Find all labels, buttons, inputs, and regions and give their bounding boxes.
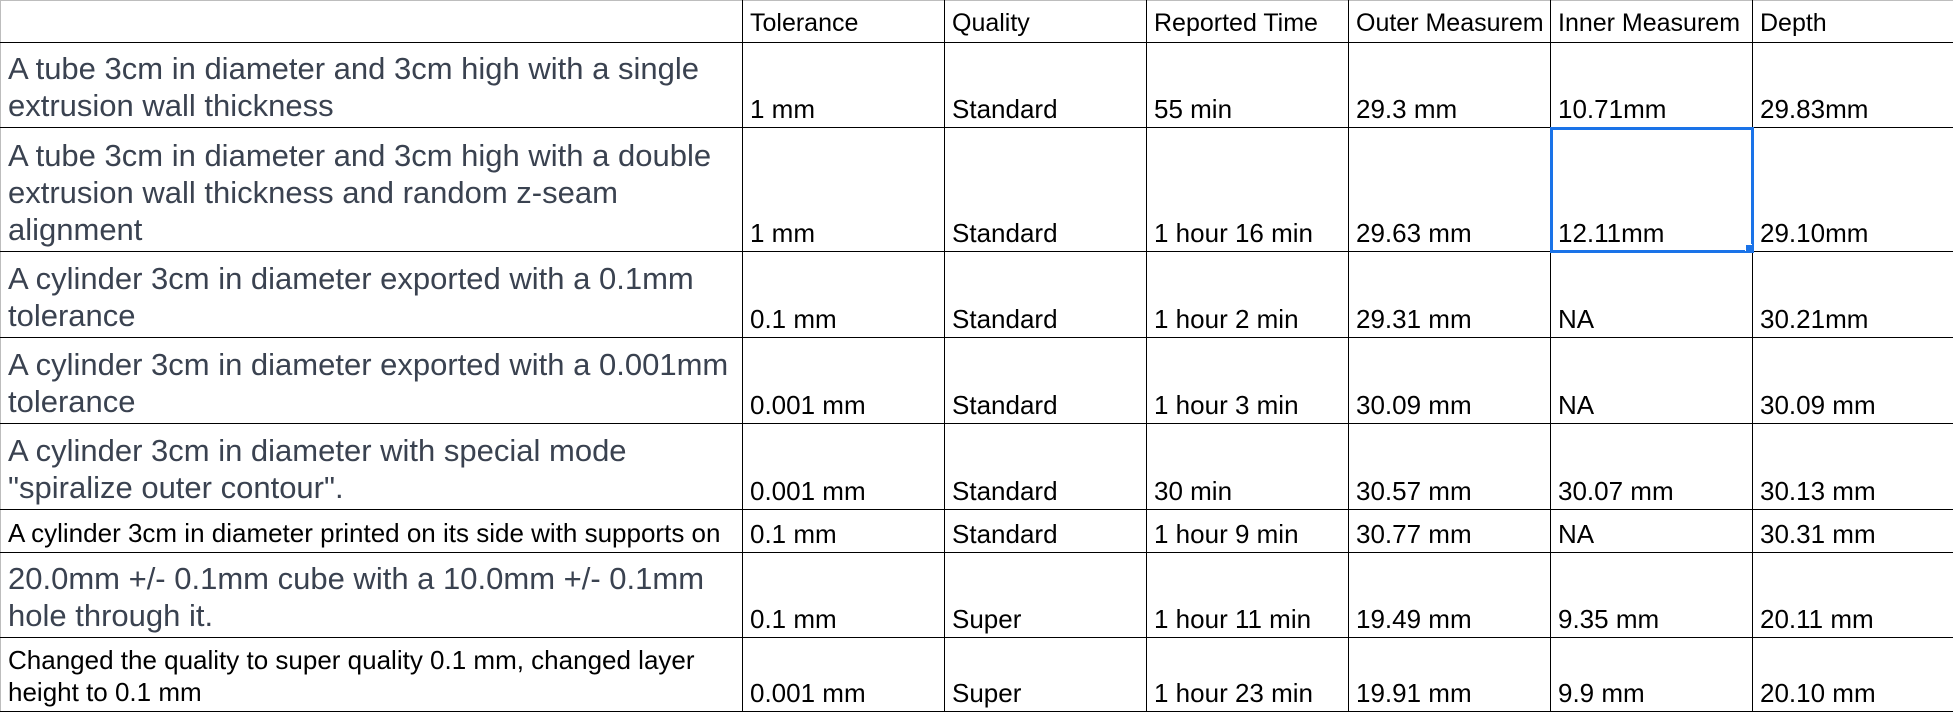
depth-cell[interactable]: 30.21mm bbox=[1752, 251, 1953, 338]
reported-time-cell[interactable]: 30 min bbox=[1146, 423, 1349, 510]
inner-measurement-cell[interactable]: 9.35 mm bbox=[1550, 552, 1753, 638]
inner-measurement-cell[interactable]: NA bbox=[1550, 337, 1753, 424]
table-row: A cylinder 3cm in diameter exported with… bbox=[0, 337, 1953, 424]
quality-cell[interactable]: Standard bbox=[944, 251, 1147, 338]
outer-measurement-cell[interactable]: 29.3 mm bbox=[1348, 42, 1551, 128]
tolerance-cell[interactable]: 0.001 mm bbox=[742, 637, 945, 712]
tolerance-cell[interactable]: 1 mm bbox=[742, 127, 945, 252]
description-cell[interactable]: A cylinder 3cm in diameter with special … bbox=[0, 423, 743, 510]
description-cell[interactable]: A cylinder 3cm in diameter exported with… bbox=[0, 337, 743, 424]
description-cell[interactable]: A tube 3cm in diameter and 3cm high with… bbox=[0, 42, 743, 128]
depth-cell[interactable]: 20.11 mm bbox=[1752, 552, 1953, 638]
inner-measurement-cell-selected[interactable]: 12.11mm bbox=[1549, 126, 1754, 253]
description-cell[interactable]: A cylinder 3cm in diameter printed on it… bbox=[0, 509, 743, 553]
outer-measurement-cell[interactable]: 30.77 mm bbox=[1348, 509, 1551, 553]
table-row: 20.0mm +/- 0.1mm cube with a 10.0mm +/- … bbox=[0, 552, 1953, 638]
tolerance-cell[interactable]: 0.001 mm bbox=[742, 423, 945, 510]
description-cell[interactable]: A cylinder 3cm in diameter exported with… bbox=[0, 251, 743, 338]
quality-cell[interactable]: Standard bbox=[944, 509, 1147, 553]
reported-time-cell[interactable]: 1 hour 9 min bbox=[1146, 509, 1349, 553]
inner-measurement-cell[interactable]: 30.07 mm bbox=[1550, 423, 1753, 510]
tolerance-cell[interactable]: 0.1 mm bbox=[742, 552, 945, 638]
outer-measurement-cell[interactable]: 19.91 mm bbox=[1348, 637, 1551, 712]
quality-cell[interactable]: Super bbox=[944, 552, 1147, 638]
header-cell-depth[interactable]: Depth bbox=[1752, 0, 1953, 43]
outer-measurement-cell[interactable]: 29.63 mm bbox=[1348, 127, 1551, 252]
inner-measurement-cell[interactable]: NA bbox=[1550, 251, 1753, 338]
fill-handle[interactable] bbox=[1745, 244, 1752, 251]
quality-cell[interactable]: Standard bbox=[944, 337, 1147, 424]
outer-measurement-cell[interactable]: 30.57 mm bbox=[1348, 423, 1551, 510]
tolerance-cell[interactable]: 0.001 mm bbox=[742, 337, 945, 424]
quality-cell[interactable]: Super bbox=[944, 637, 1147, 712]
reported-time-cell[interactable]: 1 hour 2 min bbox=[1146, 251, 1349, 338]
header-cell-description[interactable] bbox=[0, 0, 743, 43]
depth-cell[interactable]: 29.10mm bbox=[1752, 127, 1953, 252]
header-cell-reported-time[interactable]: Reported Time bbox=[1146, 0, 1349, 43]
reported-time-cell[interactable]: 55 min bbox=[1146, 42, 1349, 128]
quality-cell[interactable]: Standard bbox=[944, 127, 1147, 252]
quality-cell[interactable]: Standard bbox=[944, 42, 1147, 128]
tolerance-cell[interactable]: 0.1 mm bbox=[742, 509, 945, 553]
quality-cell[interactable]: Standard bbox=[944, 423, 1147, 510]
reported-time-cell[interactable]: 1 hour 16 min bbox=[1146, 127, 1349, 252]
table-row: A cylinder 3cm in diameter exported with… bbox=[0, 251, 1953, 338]
description-cell[interactable]: A tube 3cm in diameter and 3cm high with… bbox=[0, 127, 743, 252]
table-row: A tube 3cm in diameter and 3cm high with… bbox=[0, 42, 1953, 128]
table-row: Changed the quality to super quality 0.1… bbox=[0, 637, 1953, 712]
reported-time-cell[interactable]: 1 hour 11 min bbox=[1146, 552, 1349, 638]
description-cell[interactable]: 20.0mm +/- 0.1mm cube with a 10.0mm +/- … bbox=[0, 552, 743, 638]
header-cell-tolerance[interactable]: Tolerance bbox=[742, 0, 945, 43]
inner-measurement-cell[interactable]: 10.71mm bbox=[1550, 42, 1753, 128]
cell-value: 12.11mm bbox=[1558, 218, 1665, 248]
table-row: A cylinder 3cm in diameter printed on it… bbox=[0, 509, 1953, 553]
outer-measurement-cell[interactable]: 30.09 mm bbox=[1348, 337, 1551, 424]
depth-cell[interactable]: 20.10 mm bbox=[1752, 637, 1953, 712]
header-cell-inner-measurement[interactable]: Inner Measurem bbox=[1550, 0, 1753, 43]
tolerance-cell[interactable]: 1 mm bbox=[742, 42, 945, 128]
depth-cell[interactable]: 29.83mm bbox=[1752, 42, 1953, 128]
tolerance-cell[interactable]: 0.1 mm bbox=[742, 251, 945, 338]
depth-cell[interactable]: 30.31 mm bbox=[1752, 509, 1953, 553]
header-cell-quality[interactable]: Quality bbox=[944, 0, 1147, 43]
inner-measurement-cell[interactable]: 9.9 mm bbox=[1550, 637, 1753, 712]
depth-cell[interactable]: 30.09 mm bbox=[1752, 337, 1953, 424]
outer-measurement-cell[interactable]: 29.31 mm bbox=[1348, 251, 1551, 338]
reported-time-cell[interactable]: 1 hour 23 min bbox=[1146, 637, 1349, 712]
header-cell-outer-measurement[interactable]: Outer Measurem bbox=[1348, 0, 1551, 43]
description-cell[interactable]: Changed the quality to super quality 0.1… bbox=[0, 637, 743, 712]
reported-time-cell[interactable]: 1 hour 3 min bbox=[1146, 337, 1349, 424]
inner-measurement-cell[interactable]: NA bbox=[1550, 509, 1753, 553]
table-row: A cylinder 3cm in diameter with special … bbox=[0, 423, 1953, 510]
depth-cell[interactable]: 30.13 mm bbox=[1752, 423, 1953, 510]
table-row: A tube 3cm in diameter and 3cm high with… bbox=[0, 126, 1953, 253]
outer-measurement-cell[interactable]: 19.49 mm bbox=[1348, 552, 1551, 638]
header-row: Tolerance Quality Reported Time Outer Me… bbox=[0, 0, 1953, 43]
